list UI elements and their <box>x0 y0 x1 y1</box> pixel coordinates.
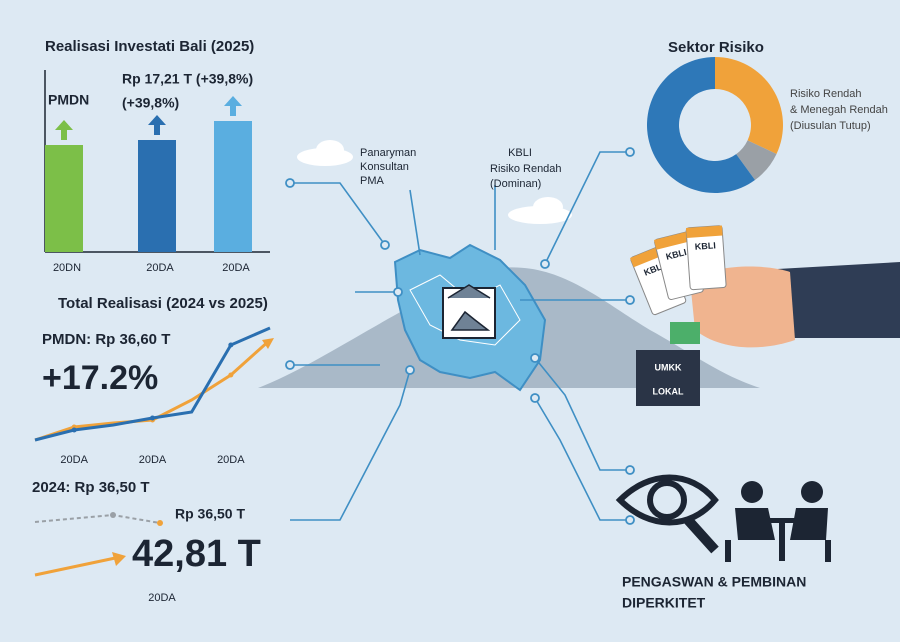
map-label: Panaryman <box>360 147 416 159</box>
comparison-category: 20DA <box>148 592 176 604</box>
comparison-arrow <box>34 555 121 577</box>
x-tick-label: 20DA <box>60 454 88 466</box>
wallet <box>636 350 700 406</box>
bar <box>138 140 176 252</box>
comparison-title: 2024: Rp 36,50 T <box>32 479 150 496</box>
annotation: (+39,8%) <box>122 95 179 111</box>
people-icon <box>725 481 831 562</box>
donut-segment <box>715 57 783 154</box>
donut-segment <box>736 140 777 181</box>
comparison-dot <box>110 512 116 518</box>
cards: KBLI KBLI KBLI <box>630 225 727 316</box>
line-point <box>228 342 234 348</box>
annotation: Risiko Rendah <box>790 88 862 100</box>
x-tick-label: 20DA <box>217 454 245 466</box>
card-label: KBLI <box>694 240 716 251</box>
arrowhead <box>262 338 274 349</box>
bar-arrow <box>148 115 166 135</box>
bar-arrow <box>224 96 242 116</box>
annotation: (Diusulan Tutup) <box>790 120 871 132</box>
line-point <box>228 372 234 378</box>
map-label: Konsultan <box>360 161 409 173</box>
comparison-total: 42,81 T <box>132 533 261 575</box>
line-point <box>71 427 77 433</box>
map-icon-art <box>447 284 491 331</box>
x-tick-label: 20DN <box>53 262 81 274</box>
comparison-dot <box>157 520 163 526</box>
annotation: +17.2% <box>42 359 158 397</box>
bar-arrow <box>55 120 73 140</box>
annotation: PMDN <box>48 92 89 108</box>
x-tick-label: 20DA <box>222 262 250 274</box>
map-label: Risiko Rendah <box>490 163 562 175</box>
annotation: & Menegah Rendah <box>790 104 888 116</box>
map-labels: Panaryman Konsultan PMA KBLI Risiko Rend… <box>360 147 562 190</box>
map-network <box>409 274 521 346</box>
annotation: PMDN: Rp 36,60 T <box>42 331 170 348</box>
eye-icon <box>615 474 719 554</box>
chart-title: Realisasi Investati Bali (2025) <box>45 38 254 55</box>
money <box>670 322 700 344</box>
annotation: Rp 17,21 T (+39,8%) <box>122 71 253 87</box>
wallet-label: UMKK <box>655 362 682 372</box>
comparison-label: Rp 36,50 T <box>175 506 245 522</box>
comparison-arrowhead <box>112 552 126 566</box>
bar <box>214 121 252 252</box>
line-point <box>150 415 155 421</box>
sleeve <box>760 262 900 338</box>
map-label: KBLI <box>508 147 532 159</box>
map-label: (Dominan) <box>490 178 541 190</box>
map-label: PMA <box>360 175 385 187</box>
footer-text: PENGASWAN & PEMBINAN <box>622 574 806 590</box>
chart-title: Total Realisasi (2024 vs 2025) <box>58 295 268 312</box>
x-tick-label: 20DA <box>139 454 167 466</box>
bar <box>45 145 83 252</box>
card-label: KBLI <box>665 247 688 262</box>
connectors <box>285 147 635 525</box>
donut-segment <box>646 57 755 194</box>
x-tick-label: 20DA <box>146 262 174 274</box>
wallet-label: LOKAL <box>653 386 684 396</box>
clouds <box>297 140 572 224</box>
chart-title: Sektor Risiko <box>668 39 764 56</box>
footer-text: DIPERKITET <box>622 595 706 611</box>
